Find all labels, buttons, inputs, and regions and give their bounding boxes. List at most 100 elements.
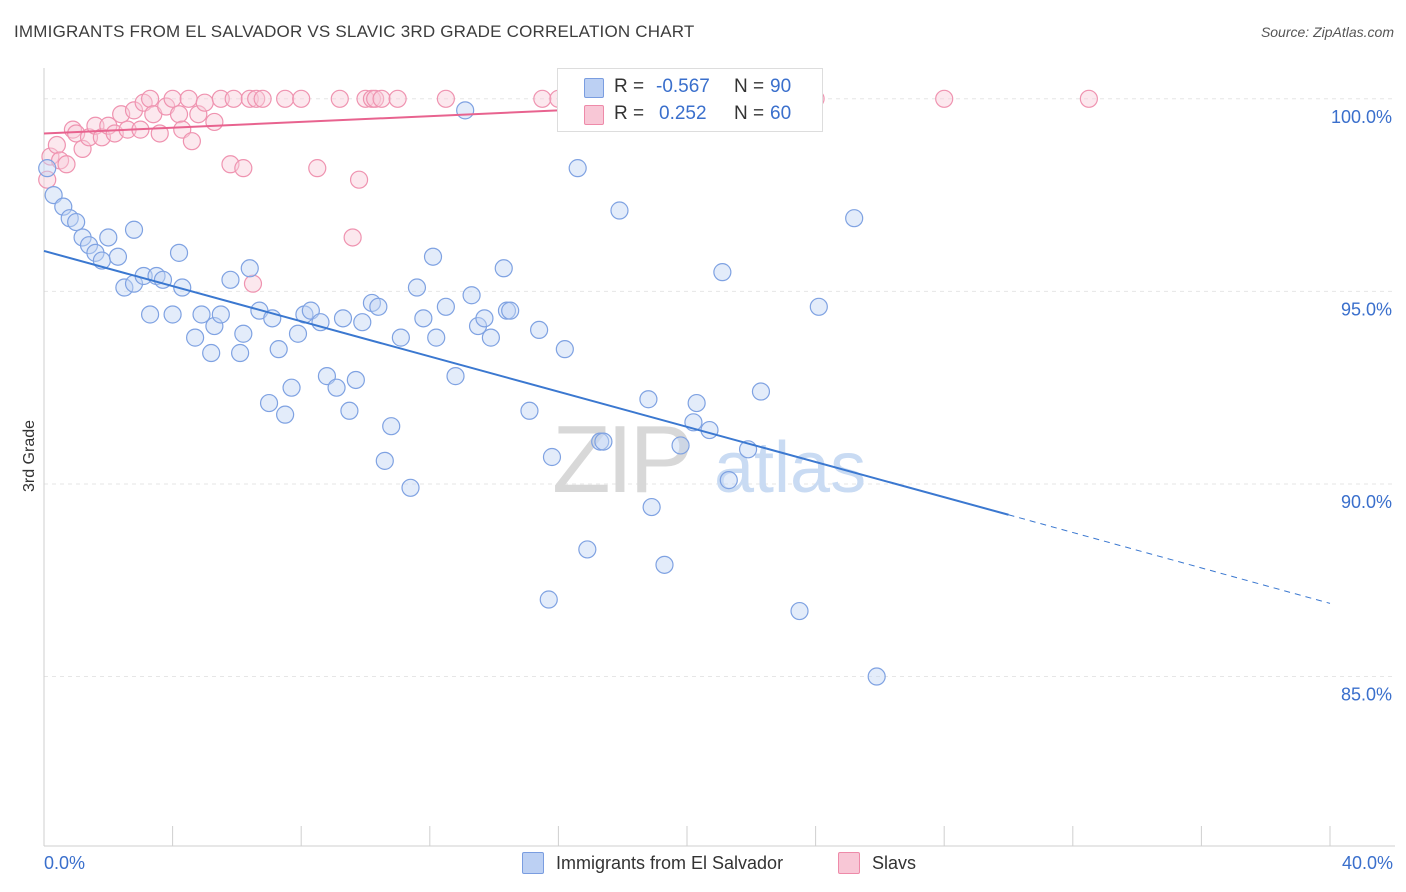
el-salvador-point <box>867 667 886 686</box>
el-salvador-point <box>578 540 597 559</box>
el-salvador-point <box>234 324 253 343</box>
legend-label-el-salvador: Immigrants from El Salvador <box>556 852 784 873</box>
y-tick-label: 90.0% <box>1341 492 1392 512</box>
slavs-point <box>179 89 198 108</box>
el-salvador-point <box>436 297 455 316</box>
slavs-point <box>169 105 189 124</box>
el-salvador-point <box>173 278 192 297</box>
el-salvador-point <box>327 378 346 397</box>
el-salvador-point <box>481 328 500 347</box>
slavs-point <box>41 147 60 166</box>
r-value: -0.567 <box>656 76 710 97</box>
el-salvador-point <box>99 228 118 247</box>
slavs-swatch <box>584 105 604 125</box>
slavs-point <box>1079 89 1098 108</box>
el-salvador-point <box>140 305 160 324</box>
slavs-point <box>247 89 266 108</box>
slavs-point <box>140 89 160 108</box>
el-salvador-point <box>240 259 259 278</box>
el-salvador-point <box>456 101 475 120</box>
el-salvador-point <box>221 270 240 289</box>
series-legend: Immigrants from El Salvador Slavs <box>0 852 1406 878</box>
el-salvador-point <box>639 390 658 409</box>
y-tick-label: 95.0% <box>1341 299 1392 319</box>
n-value: 60 <box>770 103 792 124</box>
n-label: N = <box>734 76 765 97</box>
x-tick-label: 40.0% <box>1342 853 1393 873</box>
tick-labels: 85.0% 90.0% 95.0% 100.0% 0.0% 40.0% <box>44 107 1393 873</box>
el-salvador-point <box>423 247 443 266</box>
el-salvador-point <box>353 313 372 332</box>
el-salvador-point <box>205 316 224 336</box>
slavs-point <box>211 89 230 108</box>
el-salvador-point <box>163 305 182 324</box>
el-salvador-point <box>751 382 771 401</box>
slavs-point <box>343 228 362 247</box>
el-salvador-point <box>346 370 365 390</box>
slavs-point <box>57 155 76 174</box>
el-salvador-legend-swatch <box>522 852 544 874</box>
el-salvador-point <box>382 417 401 436</box>
el-salvador-point <box>555 340 574 359</box>
legend-item-el-salvador[interactable]: Immigrants from El Salvador <box>522 852 783 874</box>
el-salvador-point <box>124 220 144 239</box>
el-salvador-point <box>520 401 539 420</box>
watermark-zip: ZIP <box>552 406 689 513</box>
el-salvador-point <box>67 212 86 232</box>
y-tick-label: 100.0% <box>1331 107 1392 127</box>
el-salvador-point <box>446 367 465 386</box>
el-salvador-point <box>54 197 73 216</box>
slavs-point <box>388 89 407 108</box>
y-tick-label: 85.0% <box>1341 685 1392 705</box>
el-salvador-point <box>108 247 128 266</box>
el-salvador-point <box>568 159 587 178</box>
slavs-point <box>935 89 954 108</box>
r-label: R = <box>614 76 645 97</box>
el-salvador-point <box>115 278 134 297</box>
el-salvador-point <box>369 297 388 316</box>
r-value: 0.252 <box>659 103 707 124</box>
slavs-point <box>308 159 327 178</box>
el-salvador-point <box>231 343 250 363</box>
slavs-point <box>79 128 99 147</box>
slavs-point <box>330 89 349 108</box>
y-axis-label: 3rd Grade <box>21 420 38 492</box>
x-tick-label: 0.0% <box>44 853 85 873</box>
el-salvador-point <box>610 201 629 220</box>
legend-label-slavs: Slavs <box>872 852 917 873</box>
slavs-point <box>163 89 182 108</box>
watermark: ZIP atlas <box>552 406 866 513</box>
el-salvador-point <box>594 432 613 451</box>
n-label: N = <box>734 103 765 124</box>
el-salvador-point <box>288 324 308 343</box>
slavs-point <box>292 89 311 108</box>
stats-legend: R = -0.567 N = 90 R = 0.252 N = 60 <box>557 68 823 132</box>
el-salvador-point <box>186 328 205 347</box>
slavs-point <box>195 93 214 112</box>
slavs-point <box>189 105 208 124</box>
slavs-point <box>356 89 375 108</box>
slavs-point <box>436 89 455 108</box>
el-salvador-point <box>259 393 279 413</box>
grid-lines <box>44 98 1395 678</box>
slavs-point <box>234 159 253 178</box>
slavs-point <box>182 132 201 151</box>
slavs-point <box>366 89 385 108</box>
el-salvador-point <box>38 159 57 178</box>
el-salvador-point <box>211 305 230 324</box>
slavs-point <box>73 139 92 158</box>
el-salvador-point <box>407 278 427 297</box>
el-salvador-point <box>501 301 520 320</box>
el-salvador-point <box>809 297 828 316</box>
legend-item-slavs[interactable]: Slavs <box>838 852 916 874</box>
el-salvador-point <box>391 328 410 347</box>
slavs-point <box>224 89 243 108</box>
el-salvador-point <box>494 259 513 278</box>
slavs-point <box>372 89 391 108</box>
el-salvador-point <box>276 405 295 424</box>
slavs-legend-swatch <box>838 852 860 874</box>
slavs-point <box>349 170 369 189</box>
el-salvador-trend-line <box>43 249 1009 516</box>
el-salvador-point <box>414 309 433 328</box>
el-salvador-point <box>671 436 690 455</box>
